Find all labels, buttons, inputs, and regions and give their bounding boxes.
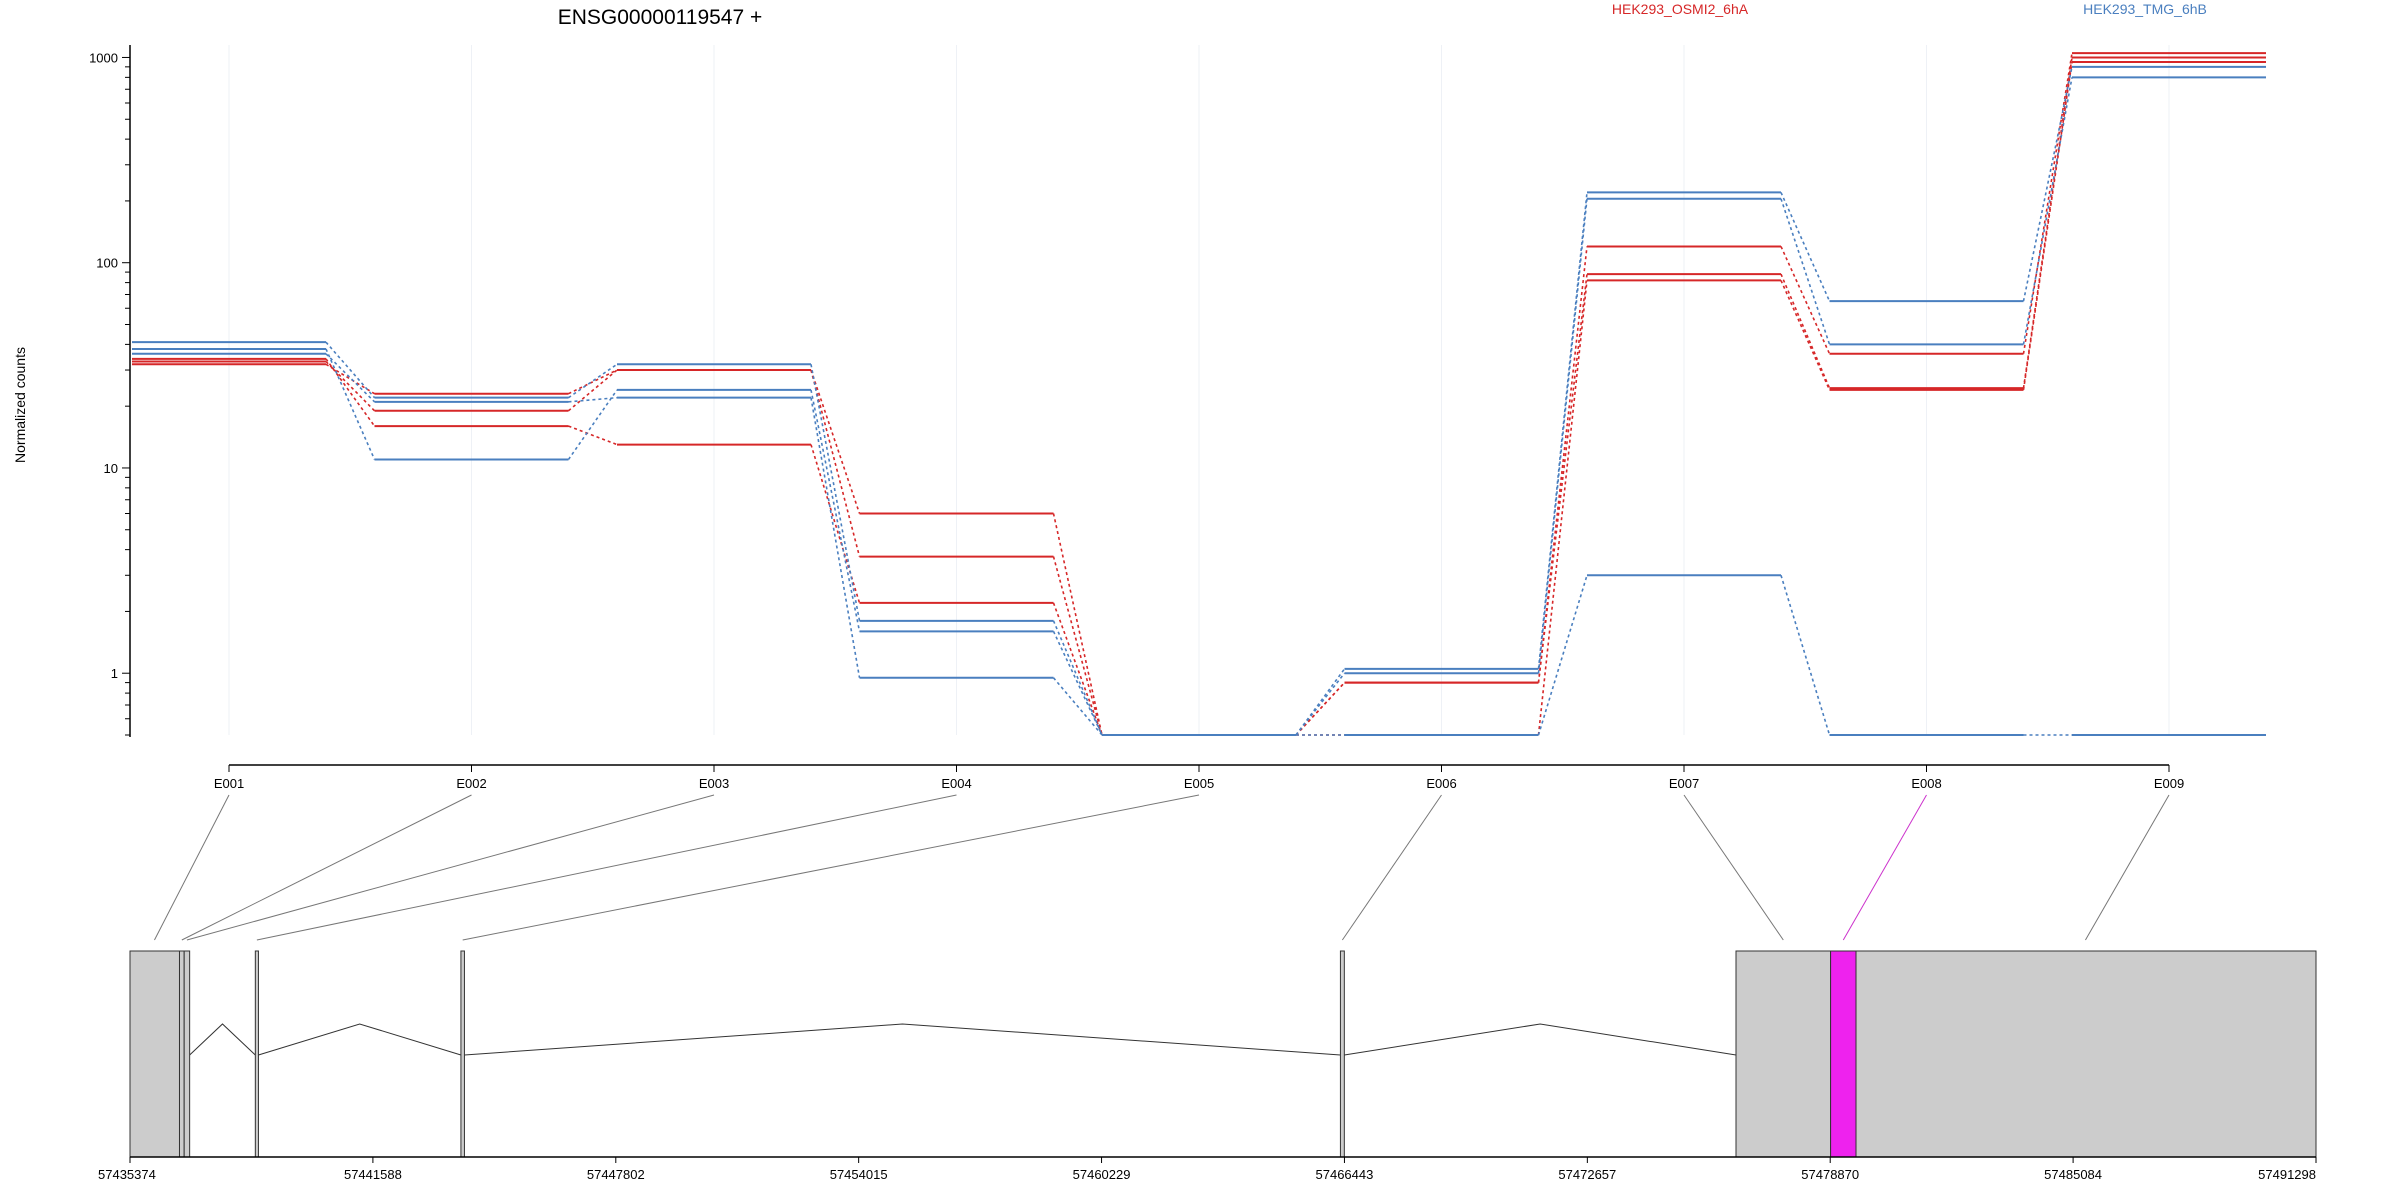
series-connector (325, 358, 376, 427)
intron-line (258, 1023, 462, 1056)
genomic-tick-label: 57478870 (1801, 1167, 1859, 1182)
connector-e005 (462, 794, 1200, 941)
series-connector (810, 369, 861, 557)
legend-entry-tmg: HEK293_TMG_6hB (2083, 1, 2207, 17)
genomic-tick-label: 57460229 (1073, 1167, 1131, 1182)
series-connector (1780, 246, 1831, 355)
y-axis-label: Normalized counts (12, 347, 28, 463)
x-tick-label-e009: E009 (2154, 776, 2184, 791)
connector-e009 (2085, 794, 2170, 941)
x-tick-label-e002: E002 (456, 776, 486, 791)
series-connector (1052, 513, 1103, 736)
series-4 (132, 76, 2266, 736)
x-tick-label-e006: E006 (1426, 776, 1456, 791)
series-connector (2022, 61, 2073, 391)
series-connector (810, 397, 861, 678)
series-connector (325, 341, 376, 399)
genomic-axis: 57435374 57441588 57447802 57454015 57460229… (98, 1156, 2317, 1182)
series-connector (567, 389, 618, 460)
chart-title: ENSG00000119547 + (558, 6, 763, 29)
x-tick-label-e005: E005 (1184, 776, 1214, 791)
series-connector (1052, 602, 1103, 736)
series-lines (132, 52, 2266, 736)
x-tick-label-e003: E003 (699, 776, 729, 791)
genomic-tick-label: 57491298 (2258, 1167, 2316, 1182)
exon-box-e003 (183, 950, 191, 1158)
connector-e008 (1842, 794, 1927, 941)
genomic-tick-label: 57435374 (98, 1167, 156, 1182)
vertical-gridlines (228, 45, 2170, 735)
series-connector (1295, 672, 1346, 736)
exon-box-e005 (460, 950, 465, 1158)
connector-e007 (1683, 794, 1784, 941)
series-connector (1537, 198, 1588, 674)
intron-line (1344, 1023, 1737, 1056)
genomic-tick-label: 57447802 (587, 1167, 645, 1182)
connector-e002 (181, 794, 472, 941)
series-connector (2022, 52, 2073, 354)
intron-line (189, 1023, 256, 1056)
connector-e004 (256, 794, 957, 941)
series-connector (1052, 677, 1103, 736)
exon-box-e006 (1339, 950, 1345, 1158)
y-axis: 1 10 100 1000 (89, 45, 131, 737)
exon-box-e004 (254, 950, 259, 1158)
y-tick-label: 100 (96, 256, 118, 271)
series-connector (1295, 682, 1346, 736)
series-connector (1052, 620, 1103, 736)
genomic-tick-label: 57454015 (830, 1167, 888, 1182)
exon-box-e002 (178, 950, 185, 1158)
series-connector (1537, 246, 1588, 683)
series-connector (568, 396, 618, 403)
gene-model (129, 950, 2317, 1158)
legend-entry-osmi2: HEK293_OSMI2_6hA (1612, 1, 1749, 17)
exon-box-e007 (1735, 950, 1832, 1158)
connector-e003 (186, 794, 715, 941)
series-connector (325, 348, 376, 460)
x-tick-label-e001: E001 (214, 776, 244, 791)
x-tick-label-e008: E008 (1911, 776, 1941, 791)
series-connector (567, 369, 618, 412)
series-connector (810, 364, 861, 621)
genomic-tick-label: 57472657 (1558, 1167, 1616, 1182)
series-connector (1052, 556, 1103, 736)
y-tick-label: 1000 (89, 50, 118, 65)
y-tick-label: 1 (111, 666, 118, 681)
series-connector (1780, 273, 1831, 389)
series-connector (1780, 575, 1831, 736)
series-connector (810, 389, 861, 632)
series-connector (325, 353, 376, 403)
series-5 (132, 352, 2266, 736)
series-connector (1052, 630, 1103, 736)
connector-e006 (1341, 794, 1442, 941)
series-connector (568, 363, 618, 399)
series-connector (1537, 575, 1588, 736)
series-connector (568, 425, 618, 446)
connector-e001 (154, 794, 230, 941)
genomic-tick-label: 57466443 (1316, 1167, 1374, 1182)
series-connector (1537, 192, 1588, 669)
intron-line (464, 1023, 1341, 1056)
series-connector (1780, 280, 1831, 391)
exon-box-e001 (129, 950, 180, 1158)
series-connector (568, 369, 618, 395)
series-connector (2022, 57, 2073, 389)
exon-box-e009 (1855, 950, 2317, 1158)
exon-axis: E001 E002 E003 E004 E005 E006 E007 E008 E009 (214, 764, 2184, 791)
series-connector (1537, 280, 1588, 736)
exon-box-e008 (1830, 950, 1857, 1158)
exon-connectors (154, 794, 2170, 941)
x-tick-label-e007: E007 (1669, 776, 1699, 791)
y-tick-label: 10 (104, 461, 118, 476)
series-connector (1780, 198, 1831, 345)
genomic-tick-label: 57485084 (2044, 1167, 2102, 1182)
series-connector (810, 369, 861, 514)
genomic-tick-label: 57441588 (344, 1167, 402, 1182)
x-tick-label-e004: E004 (941, 776, 971, 791)
series-connector (1780, 192, 1831, 302)
series-connector (1537, 274, 1588, 683)
series-connector (2022, 66, 2073, 302)
